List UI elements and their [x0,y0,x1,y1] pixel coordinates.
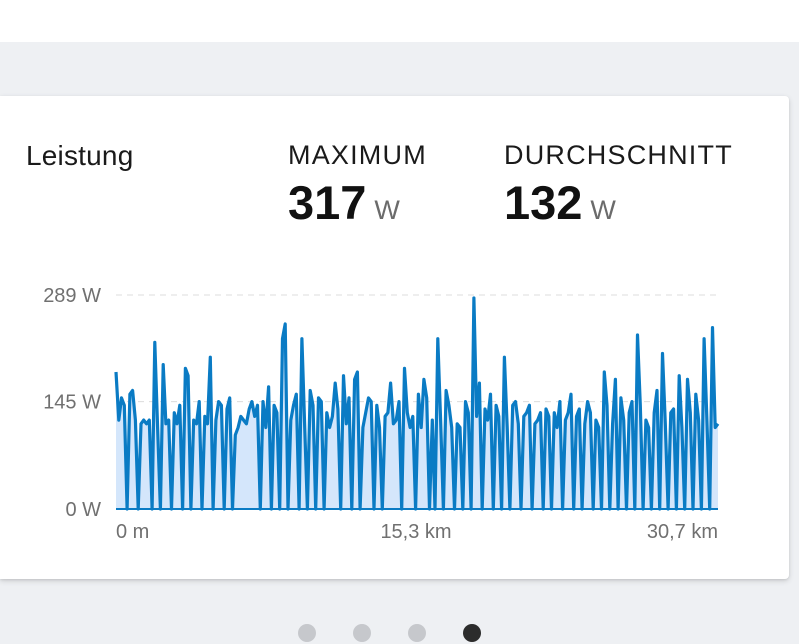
power-chart[interactable]: 289 W 145 W 0 W 0 m 15,3 km 30,7 km [0,276,789,546]
x-tick-label: 0 m [116,521,149,543]
top-app-bar [0,0,799,42]
x-tick-label: 30,7 km [647,521,718,543]
y-tick-label: 145 W [43,392,101,414]
power-line [114,296,720,511]
stat-maximum-label: MAXIMUM [288,140,427,170]
stat-maximum-value: 317 [288,176,367,229]
chart-grid [116,294,718,403]
page-dot[interactable] [408,624,426,642]
stat-maximum-unit: W [374,195,400,225]
power-area-fill [116,298,718,509]
stat-average-unit: W [590,195,616,225]
y-tick-label: 0 W [65,499,101,521]
stat-average-value: 132 [504,176,583,229]
power-card: Leistung MAXIMUM 317 W DURCHSCHNITT 132 W … [0,96,789,579]
page-dot-active[interactable] [463,624,481,642]
chart-area [114,296,720,511]
stat-average: DURCHSCHNITT 132 W [504,140,733,230]
stat-average-label: DURCHSCHNITT [504,140,733,170]
page-dot[interactable] [298,624,316,642]
page-indicator [0,624,799,644]
chart-x-ticks: 0 m 15,3 km 30,7 km [116,521,718,543]
x-tick-label: 15,3 km [380,521,451,543]
chart-y-ticks: 289 W 145 W 0 W [43,285,101,521]
y-tick-label: 289 W [43,285,101,307]
card-title: Leistung [26,140,134,171]
stat-maximum: MAXIMUM 317 W [288,140,427,230]
page-dot[interactable] [353,624,371,642]
